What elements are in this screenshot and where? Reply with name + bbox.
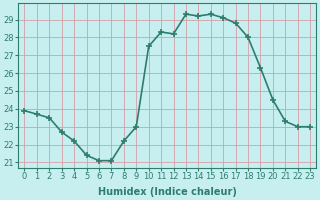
X-axis label: Humidex (Indice chaleur): Humidex (Indice chaleur) [98, 187, 237, 197]
